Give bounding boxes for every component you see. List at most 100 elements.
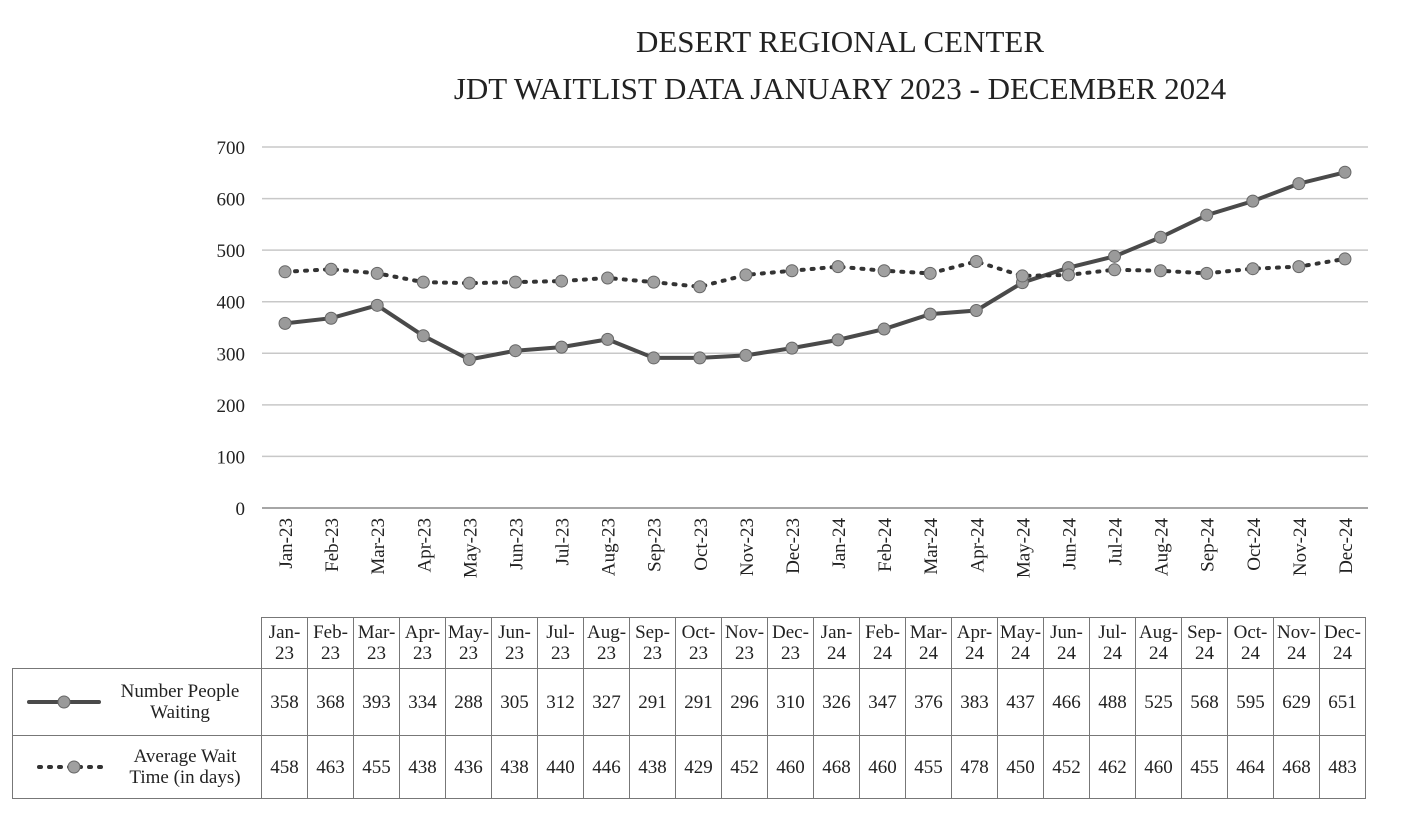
data-point — [1108, 263, 1122, 277]
table-value-cell: 358 — [261, 668, 308, 736]
table-value-cell: 568 — [1181, 668, 1228, 736]
table-value-cell: 458 — [261, 735, 308, 799]
data-point — [324, 311, 338, 325]
legend-swatch — [37, 760, 111, 774]
table-row: Average Wait Time (in days) 458 463 455 438 4… — [12, 735, 1366, 799]
table-value-cell: 393 — [353, 668, 400, 736]
x-tick-label: Nov-24 — [1290, 518, 1311, 577]
chart: DESERT REGIONAL CENTER JDT WAITLIST DATA… — [217, 24, 1368, 578]
series-line — [283, 170, 1347, 362]
data-point — [877, 322, 891, 336]
table-value-cell: 468 — [813, 735, 860, 799]
data-point — [923, 307, 937, 321]
data-point — [1338, 252, 1352, 266]
data-point — [739, 268, 753, 282]
table-header-row: Jan-23 Feb-23 Mar-23 Apr-23 May-23 Jun-23 Jul-… — [13, 617, 1366, 669]
table-header-cell: Jul-23 — [537, 617, 584, 669]
data-point — [831, 260, 845, 274]
table-value-cell: 438 — [399, 735, 446, 799]
table-header-cell: Sep-24 — [1181, 617, 1228, 669]
table-value-cell: 452 — [1043, 735, 1090, 799]
table-value-cell: 429 — [675, 735, 722, 799]
table-row: Number People Waiting 358 368 393 334 288 305 3… — [12, 668, 1366, 736]
data-point — [370, 266, 384, 280]
table-value-cell: 326 — [813, 668, 860, 736]
table-value-cell: 455 — [353, 735, 400, 799]
table-header-cell: Jul-24 — [1089, 617, 1136, 669]
table-header-cell: May-23 — [445, 617, 492, 669]
y-tick-label: 200 — [217, 396, 246, 417]
data-point — [508, 344, 522, 358]
legend-label: Average Wait Time (in days) — [129, 746, 241, 788]
y-tick-label: 300 — [217, 344, 246, 365]
table-value-cell: 478 — [951, 735, 998, 799]
y-tick-label: 700 — [217, 138, 246, 159]
y-tick-label: 500 — [217, 241, 246, 262]
data-point — [601, 332, 615, 346]
table-value-cell: 288 — [445, 668, 492, 736]
series-line — [283, 256, 1347, 289]
x-tick-label: Jul-23 — [553, 518, 574, 566]
table-header-cell: Aug-24 — [1135, 617, 1182, 669]
legend-swatch — [27, 695, 101, 709]
table-header-cell: Dec-24 — [1319, 617, 1366, 669]
data-point — [508, 275, 522, 289]
table-value-cell: 446 — [583, 735, 630, 799]
table-value-cell: 310 — [767, 668, 814, 736]
table-value-cell: 463 — [307, 735, 354, 799]
y-tick-label: 0 — [236, 499, 246, 520]
data-point — [1015, 269, 1029, 283]
x-tick-label: Mar-24 — [921, 518, 942, 575]
x-tick-label: Feb-23 — [322, 518, 343, 572]
table-header-cell: Mar-23 — [353, 617, 400, 669]
y-tick-label: 100 — [217, 447, 246, 468]
data-point — [370, 298, 384, 312]
x-tick-label: Sep-23 — [645, 518, 666, 572]
legend-entry: Average Wait Time (in days) — [13, 746, 255, 788]
table-value-cell: 452 — [721, 735, 768, 799]
data-point — [1154, 264, 1168, 278]
data-point — [1061, 268, 1075, 282]
data-point — [785, 341, 799, 355]
x-tick-label: May-23 — [460, 518, 481, 578]
legend-entry: Number People Waiting — [13, 681, 255, 723]
table-value-cell: 651 — [1319, 668, 1366, 736]
data-point — [969, 303, 983, 317]
table-value-cell: 327 — [583, 668, 630, 736]
table-header-cell: Feb-23 — [307, 617, 354, 669]
table-value-cell: 455 — [1181, 735, 1228, 799]
table-value-cell: 440 — [537, 735, 584, 799]
data-point — [923, 266, 937, 280]
legend-cell: Average Wait Time (in days) — [12, 735, 262, 799]
table-value-cell: 437 — [997, 668, 1044, 736]
table-value-cell: 438 — [491, 735, 538, 799]
x-tick-label: Dec-23 — [783, 518, 804, 574]
data-point — [831, 333, 845, 347]
table-value-cell: 312 — [537, 668, 584, 736]
table-header-cell: Jan-24 — [813, 617, 860, 669]
table-corner — [13, 618, 262, 669]
data-point — [278, 316, 292, 330]
x-tick-label: Oct-23 — [691, 518, 712, 571]
data-point — [739, 348, 753, 362]
data-point — [278, 265, 292, 279]
table-header-cell: Jun-24 — [1043, 617, 1090, 669]
table-header-cell: Nov-23 — [721, 617, 768, 669]
table-header-cell: Dec-23 — [767, 617, 814, 669]
table-value-cell: 296 — [721, 668, 768, 736]
table-header-cell: Mar-24 — [905, 617, 952, 669]
data-point — [693, 280, 707, 294]
table-header-cell: Sep-23 — [629, 617, 676, 669]
table-header-cell: Oct-23 — [675, 617, 722, 669]
data-point — [601, 271, 615, 285]
table-value-cell: 436 — [445, 735, 492, 799]
table-value-cell: 462 — [1089, 735, 1136, 799]
table-value-cell: 629 — [1273, 668, 1320, 736]
table-value-cell: 525 — [1135, 668, 1182, 736]
x-tick-label: Oct-24 — [1244, 518, 1265, 571]
data-point — [693, 351, 707, 365]
table-value-cell: 291 — [629, 668, 676, 736]
data-point — [1246, 194, 1260, 208]
data-point — [555, 340, 569, 354]
